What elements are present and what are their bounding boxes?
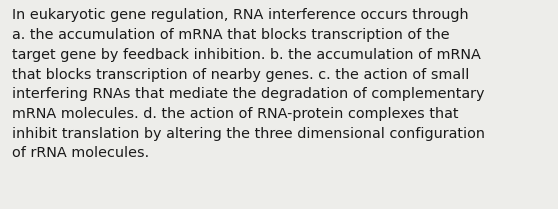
- Text: In eukaryotic gene regulation, RNA interference occurs through
a. the accumulati: In eukaryotic gene regulation, RNA inter…: [12, 8, 485, 160]
